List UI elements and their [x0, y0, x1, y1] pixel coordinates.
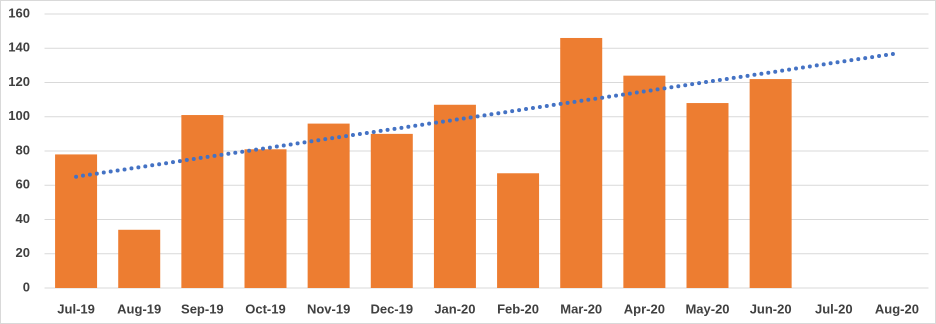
- bar: [749, 79, 792, 288]
- x-tick-label: Jul-20: [815, 301, 853, 316]
- x-tick-label: Jan-20: [434, 301, 475, 316]
- y-tick-label: 140: [8, 40, 30, 55]
- y-tick-label: 80: [16, 142, 30, 157]
- y-tick-label: 0: [23, 279, 30, 294]
- bar: [307, 123, 350, 288]
- x-tick-label: May-20: [685, 301, 729, 316]
- x-tick-label: Aug-20: [875, 301, 919, 316]
- x-tick-label: Apr-20: [624, 301, 665, 316]
- y-tick-label: 100: [8, 108, 30, 123]
- trendline: [74, 51, 899, 179]
- y-tick-label: 20: [16, 245, 30, 260]
- bar: [623, 75, 666, 289]
- x-tick-label: Mar-20: [560, 301, 602, 316]
- bar: [560, 37, 603, 288]
- x-tick-label: Jun-20: [750, 301, 792, 316]
- x-tick-label: Nov-19: [307, 301, 350, 316]
- x-tick-label: Feb-20: [497, 301, 539, 316]
- bar: [370, 133, 413, 288]
- y-tick-label: 60: [16, 177, 30, 192]
- x-tick-label: Oct-19: [245, 301, 285, 316]
- bar: [497, 173, 540, 288]
- y-tick-label: 160: [8, 5, 30, 20]
- bar: [686, 103, 729, 288]
- y-tick-label: 40: [16, 211, 30, 226]
- bar: [181, 115, 224, 288]
- x-tick-label: Jul-19: [57, 301, 95, 316]
- x-tick-label: Sep-19: [181, 301, 224, 316]
- x-tick-label: Aug-19: [117, 301, 161, 316]
- y-tick-label: 120: [8, 74, 30, 89]
- x-tick-label: Dec-19: [370, 301, 413, 316]
- bar: [118, 229, 161, 288]
- bar: [433, 104, 476, 288]
- bar: [244, 149, 287, 288]
